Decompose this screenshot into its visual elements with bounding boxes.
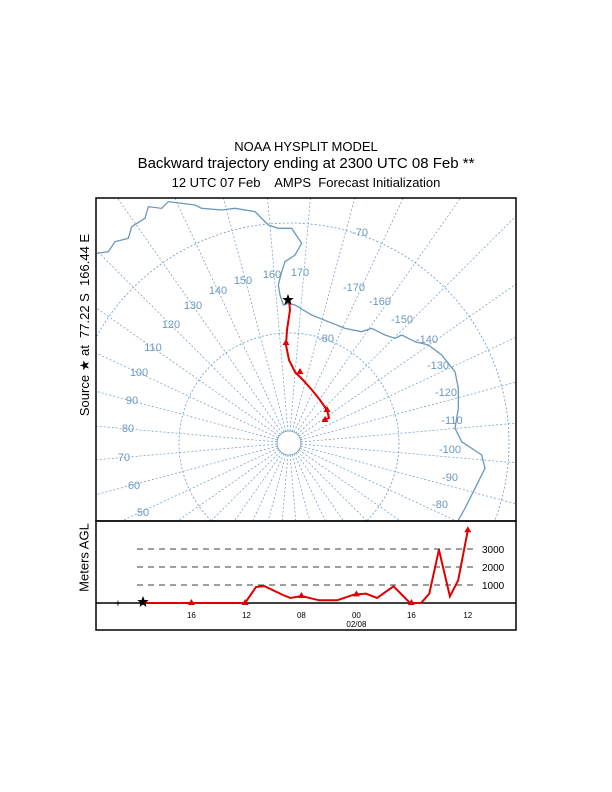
height-marker [241,599,249,605]
latitude-label: -70 [352,227,368,239]
meridian-line [299,447,457,522]
height-marker [407,599,415,605]
meridian-line [300,381,517,441]
meridian-line [300,443,517,464]
longitude-label: -110 [441,415,462,427]
pole-circle [276,430,302,456]
trajectory-marker [296,368,304,374]
longitude-label: 70 [118,452,130,464]
longitude-label: -150 [391,314,413,326]
meridian-line [177,449,280,522]
meridian-line [95,249,281,435]
meridian-line [252,453,285,522]
meridian-line [299,336,517,439]
meridian-line [95,307,280,437]
meridian-line [298,449,401,522]
height-frame [95,520,517,631]
meridian-line [297,215,517,435]
time-tick-label: 12 [242,611,251,620]
longitude-label: -170 [343,282,365,294]
meridian-line [300,422,517,443]
latitude-circle [178,332,400,522]
longitude-label: -100 [439,444,461,456]
longitude-label: -140 [416,334,438,346]
longitude-label: 140 [209,285,227,297]
meridian-line [234,452,283,522]
model-title: NOAA HYSPLIT MODEL [234,139,378,154]
meridian-line [289,454,297,522]
time-tick-label: 16 [187,611,196,620]
meridian-line [281,454,289,522]
longitude-label: -80 [432,499,448,511]
meridian-line [291,197,355,432]
longitude-label: 80 [122,423,134,435]
height-marker [464,526,472,533]
longitude-label: 50 [137,507,149,519]
map-panel [95,197,517,522]
latitude-circle [96,222,510,521]
meridian-line [121,447,279,522]
longitude-label: 120 [162,319,180,331]
meridian-line [95,390,278,441]
trajectory-marker [323,406,331,412]
coastline [96,200,486,521]
initialization-label: 12 UTC 07 Feb AMPS Forecast Initializati… [171,175,441,190]
source-label: Source ★ at 77.22 S 166.44 E [77,233,92,417]
longitude-label: 160 [263,269,281,281]
longitude-label: 170 [291,267,309,279]
longitude-label: 130 [184,300,202,312]
time-tick-label: 08 [297,611,306,620]
meridian-line [267,197,289,432]
meridian-line [267,454,287,522]
longitude-label: -120 [435,387,457,399]
longitude-label: -130 [427,360,449,372]
meridian-line [289,197,311,432]
trajectory-title: Backward trajectory ending at 2300 UTC 0… [137,155,475,172]
meridian-line [95,445,278,496]
height-level-label: 2000 [482,563,505,574]
longitude-label: 150 [234,275,252,287]
longitude-label: 60 [128,480,140,492]
latitude-label: -80 [318,333,334,345]
height-level-label: 1000 [482,581,505,592]
longitude-label: 100 [130,367,148,379]
meridian-line [293,453,326,522]
meridian-line [300,445,517,505]
meridian-line [298,283,517,437]
meridian-line [174,197,285,433]
longitude-label: 110 [144,342,162,354]
time-tick-label: 16 [407,611,416,620]
meridian-line [293,197,404,433]
longitude-label: 90 [126,395,138,407]
y-axis-label: Meters AGL [76,523,92,592]
time-tick-label: 00 [352,611,361,620]
longitude-label: -160 [369,296,391,308]
plus-marker: + [115,598,121,610]
height-source-star-icon [137,596,149,607]
meridian-line [297,451,368,522]
source-star-icon [282,294,294,305]
height-level-label: 3000 [482,545,505,556]
meridian-line [223,197,287,432]
meridian-line [295,452,344,522]
trajectory-marker [282,339,290,345]
time-tick-label: 12 [463,611,472,620]
meridian-line [95,352,279,439]
date-label: 02/08 [346,620,367,629]
meridian-line [117,197,283,434]
height-marker [187,599,195,605]
height-marker [352,590,360,597]
trajectory-marker [321,416,329,422]
meridian-line [210,451,281,522]
longitude-label: -90 [442,472,458,484]
meridian-line [291,454,311,522]
height-marker [297,591,305,598]
